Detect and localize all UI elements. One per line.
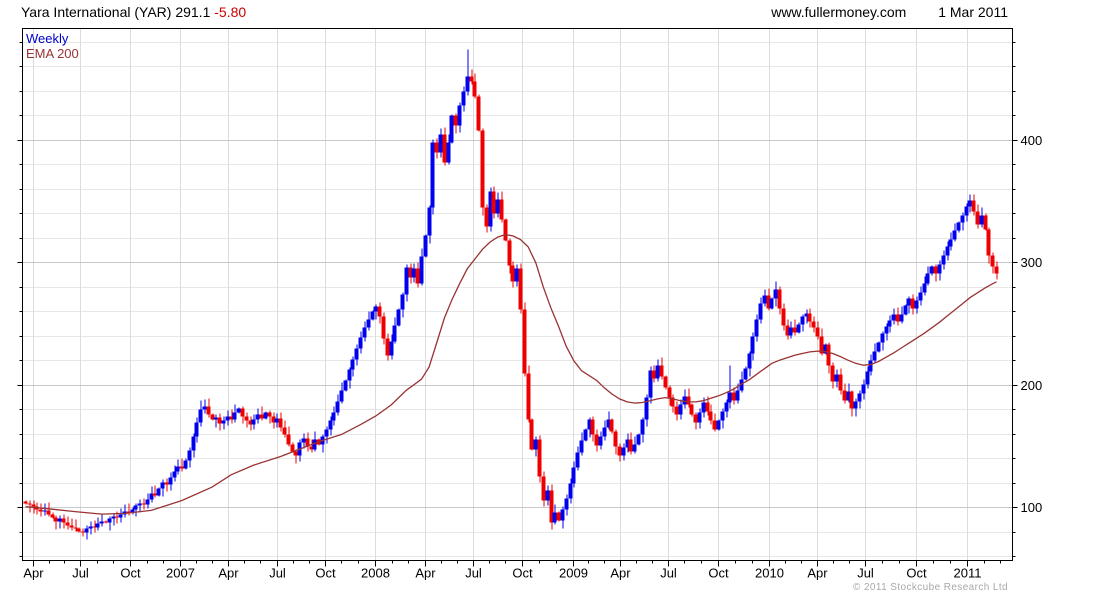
svg-text:2011: 2011 (954, 566, 982, 581)
copyright-notice: © 2011 Stockcube Research Ltd (853, 582, 1008, 593)
svg-text:2008: 2008 (361, 566, 390, 581)
svg-text:Oct: Oct (512, 566, 533, 581)
date-label: 1 Mar 2011 (938, 4, 1008, 20)
plot-border (22, 28, 1013, 561)
svg-text:2007: 2007 (166, 566, 195, 581)
legend-weekly-label: Weekly (26, 31, 69, 46)
svg-text:Oct: Oct (708, 566, 729, 581)
svg-text:Jul: Jul (269, 566, 286, 581)
chart-legend: Weekly EMA 200 (26, 31, 79, 61)
svg-text:400: 400 (1021, 133, 1043, 148)
svg-text:Oct: Oct (120, 566, 141, 581)
svg-text:Apr: Apr (415, 566, 436, 581)
svg-text:Jul: Jul (72, 566, 89, 581)
svg-text:Apr: Apr (23, 566, 44, 581)
instrument-title: Yara International (YAR) 291.1 (21, 4, 211, 20)
svg-text:Apr: Apr (807, 566, 828, 581)
y-axis-labels: 100 200 300 400 (1021, 133, 1043, 515)
svg-text:Jul: Jul (857, 566, 874, 581)
svg-text:Apr: Apr (610, 566, 631, 581)
svg-text:300: 300 (1021, 255, 1043, 270)
legend-ema-label: EMA 200 (26, 46, 79, 61)
svg-text:Oct: Oct (906, 566, 927, 581)
svg-text:Jul: Jul (660, 566, 677, 581)
header-right: www.fullermoney.com 1 Mar 2011 (771, 4, 1008, 20)
source-url: www.fullermoney.com (771, 4, 907, 20)
svg-text:2010: 2010 (755, 566, 784, 581)
axis-ticks (17, 42, 1018, 567)
svg-text:Oct: Oct (315, 566, 336, 581)
svg-text:2009: 2009 (559, 566, 588, 581)
x-axis-labels: Apr Jul Oct 2007 Apr Jul Oct 2008 Apr Jul Oct 2009 A… (23, 566, 981, 581)
svg-text:Apr: Apr (218, 566, 239, 581)
page-title: Yara International (YAR) 291.1 -5.80 (21, 4, 246, 20)
price-change: -5.80 (214, 4, 247, 20)
ema-line (25, 233, 997, 515)
svg-text:100: 100 (1021, 500, 1043, 515)
svg-text:200: 200 (1021, 378, 1043, 393)
candlestick-series (23, 49, 999, 540)
svg-text:Jul: Jul (465, 566, 482, 581)
